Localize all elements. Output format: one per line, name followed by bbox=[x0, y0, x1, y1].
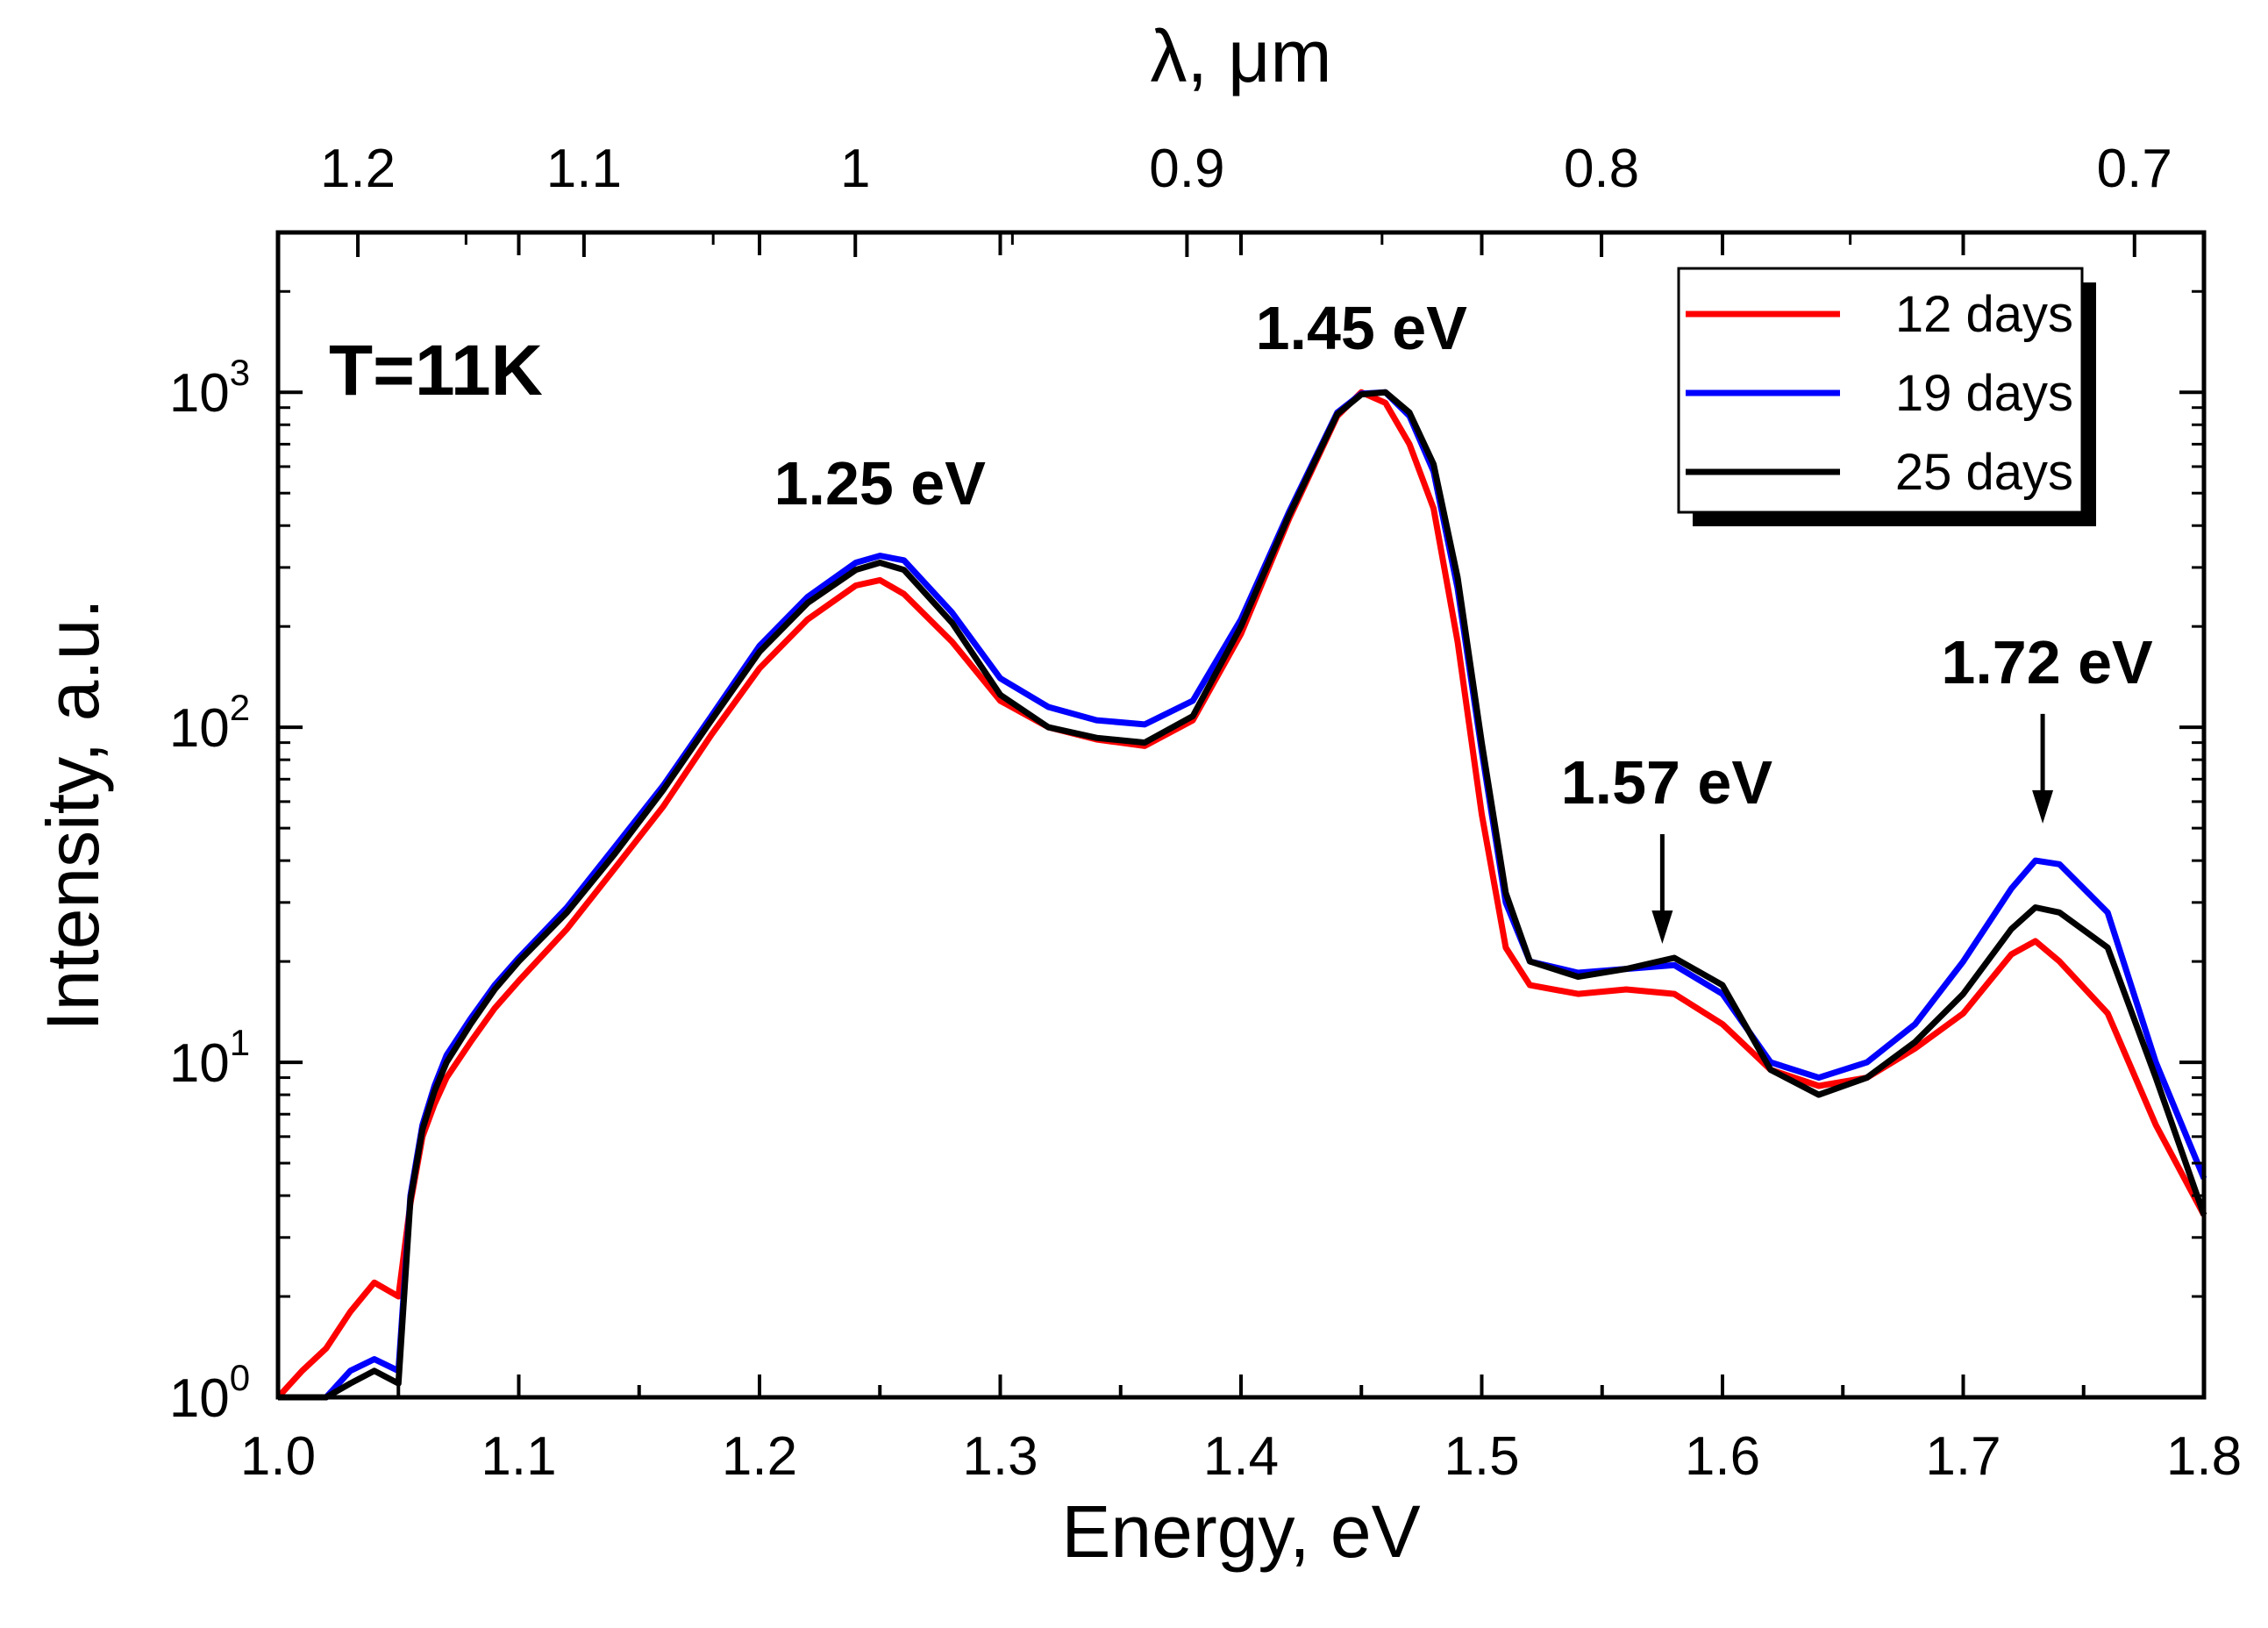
peak-label: 1.72 eV bbox=[1941, 628, 2153, 696]
series-layer bbox=[275, 389, 2207, 1401]
legend-label: 25 days bbox=[1895, 444, 2073, 501]
x-tick-label: 1.1 bbox=[481, 1426, 556, 1487]
x-tick-label: 1.0 bbox=[240, 1426, 316, 1487]
y-tick-label: 101 bbox=[169, 1022, 250, 1094]
legend-label: 12 days bbox=[1895, 286, 2073, 343]
top-tick-label: 0.7 bbox=[2097, 139, 2172, 199]
series-line bbox=[278, 389, 2207, 1401]
legend: 12 days 19 days 25 days bbox=[1677, 267, 2096, 526]
legend-label: 19 days bbox=[1895, 365, 2073, 422]
top-tick-label: 1 bbox=[840, 139, 870, 199]
top-tick-label: 1.2 bbox=[320, 139, 396, 199]
x-axis-title: Energy, eV bbox=[1061, 1490, 1420, 1573]
top-axis-title: λ, μm bbox=[1150, 15, 1331, 97]
x-tick-label: 1.4 bbox=[1203, 1426, 1279, 1487]
top-tick-label: 0.8 bbox=[1564, 139, 1639, 199]
x-tick-label: 1.5 bbox=[1444, 1426, 1519, 1487]
axis-layer: 1.0 1.1 1.2 1.3 1.4 1.5 1.6 1.7 1.8 100 101 102 103 1… bbox=[169, 139, 2242, 1487]
top-tick-label: 1.1 bbox=[546, 139, 622, 199]
peak-arrow-head bbox=[1651, 910, 1673, 945]
y-axis-title: Intensity, a.u. bbox=[32, 598, 114, 1031]
peak-label: 1.45 eV bbox=[1256, 294, 1468, 362]
x-tick-label: 1.7 bbox=[1925, 1426, 2001, 1487]
annotation-layer: 1.25 eV 1.45 eV 1.57 eV 1.72 eV bbox=[774, 294, 2153, 945]
peak-label: 1.57 eV bbox=[1561, 748, 1773, 817]
y-tick-label: 100 bbox=[169, 1357, 250, 1429]
peak-label: 1.25 eV bbox=[774, 449, 987, 518]
x-tick-label: 1.2 bbox=[722, 1426, 797, 1487]
top-tick-label: 0.9 bbox=[1149, 139, 1224, 199]
x-tick-label: 1.3 bbox=[962, 1426, 1038, 1487]
temperature-label: T=11K bbox=[329, 331, 543, 411]
peak-arrow-head bbox=[2032, 789, 2054, 824]
series-line bbox=[275, 389, 2207, 1400]
x-tick-label: 1.6 bbox=[1685, 1426, 1760, 1487]
y-tick-label: 102 bbox=[169, 687, 250, 759]
x-tick-label: 1.8 bbox=[2166, 1426, 2242, 1487]
y-tick-label: 103 bbox=[169, 352, 250, 424]
